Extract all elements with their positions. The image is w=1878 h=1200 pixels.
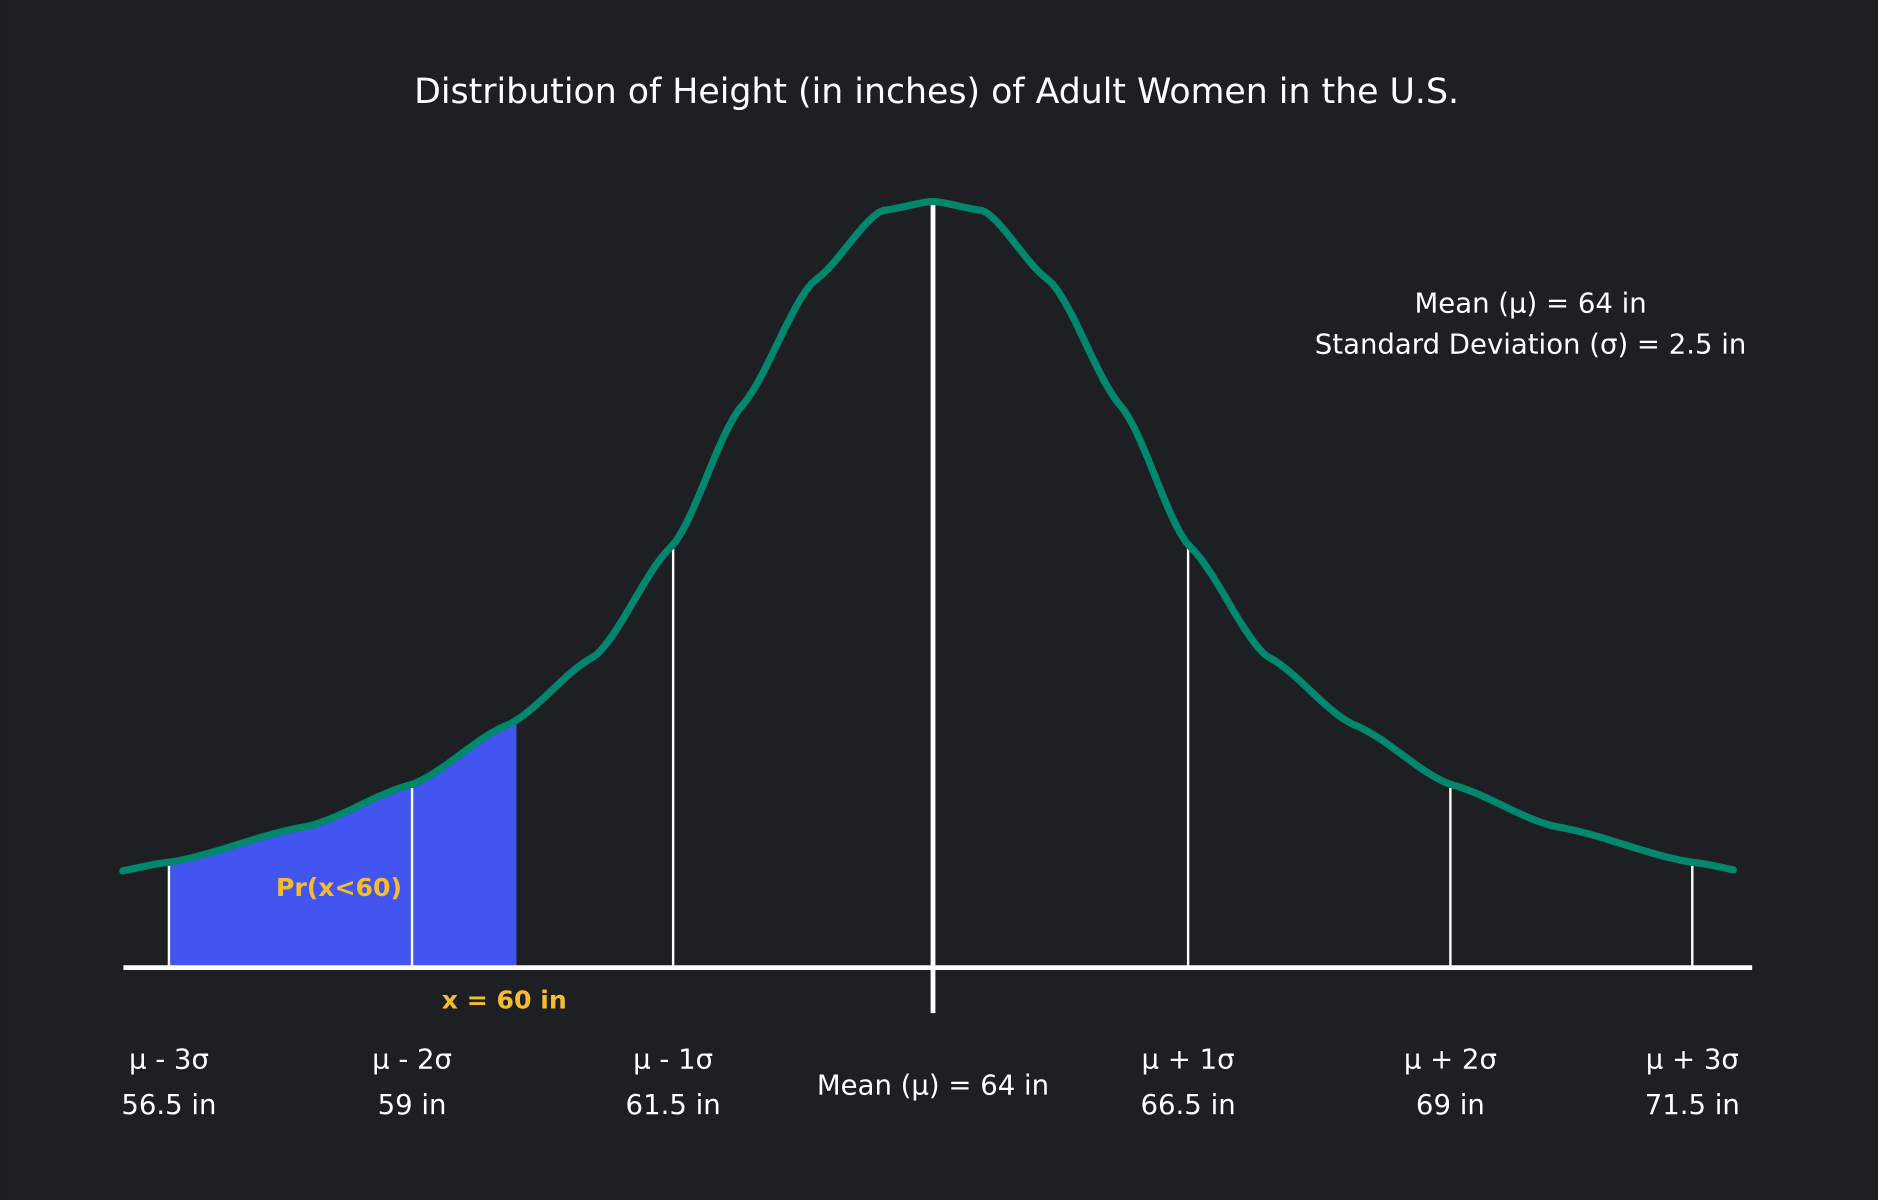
tick-label: 66.5 in: [1141, 1089, 1236, 1121]
tick-symbol: μ - 2σ: [372, 1043, 452, 1075]
x-marker-label: x = 60 in: [442, 985, 567, 1014]
tick-label: 56.5 in: [121, 1089, 216, 1121]
mean-stat: Mean (μ) = 64 in: [1415, 288, 1647, 320]
chart-title: Distribution of Height (in inches) of Ad…: [414, 72, 1459, 112]
sd-stat: Standard Deviation (σ) = 2.5 in: [1315, 328, 1747, 360]
tick-label: 71.5 in: [1645, 1089, 1740, 1121]
tick-symbol: μ + 3σ: [1646, 1043, 1739, 1075]
distribution-curve: [119, 197, 1737, 875]
probability-label: Pr(x<60): [276, 873, 402, 902]
tick-label: 69 in: [1416, 1089, 1485, 1121]
tick-symbol: μ - 3σ: [129, 1043, 209, 1075]
tick-label: 61.5 in: [626, 1089, 721, 1121]
tick-label: 59 in: [378, 1089, 447, 1121]
tick-symbol: μ + 2σ: [1404, 1043, 1497, 1075]
tick-symbol: μ - 1σ: [633, 1043, 713, 1075]
shaded-probability-area: [168, 720, 517, 968]
mean-tick-label: Mean (μ) = 64 in: [817, 1070, 1049, 1102]
tick-symbol: μ + 1σ: [1142, 1043, 1235, 1075]
